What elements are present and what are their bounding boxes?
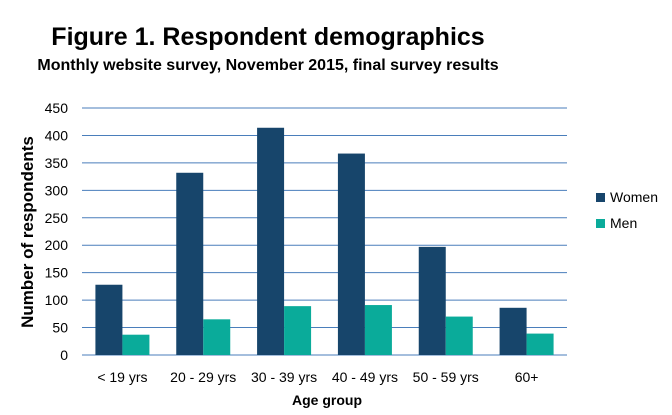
x-tick-label: 40 - 49 yrs bbox=[332, 369, 398, 385]
x-tick-label: < 19 yrs bbox=[97, 369, 147, 385]
y-tick-label: 400 bbox=[45, 127, 69, 143]
y-tick-label: 200 bbox=[45, 237, 69, 253]
bar-men-2 bbox=[284, 306, 312, 355]
legend-swatch-men bbox=[596, 219, 605, 228]
y-tick-label: 100 bbox=[45, 292, 69, 308]
legend: Women Men bbox=[596, 189, 658, 231]
bar-women-4 bbox=[418, 246, 446, 355]
y-tick-label: 350 bbox=[45, 155, 69, 171]
bar-women-2 bbox=[257, 127, 285, 355]
bar-men-3 bbox=[364, 305, 392, 355]
y-tick-label: 250 bbox=[45, 210, 69, 226]
y-tick-label: 150 bbox=[45, 265, 69, 281]
x-axis-ticks: < 19 yrs 20 - 29 yrs 30 - 39 yrs 40 - 49 yr… bbox=[97, 369, 538, 385]
y-tick-label: 450 bbox=[45, 100, 69, 116]
bar-women-5 bbox=[499, 307, 527, 355]
x-tick-label: 20 - 29 yrs bbox=[170, 369, 236, 385]
x-tick-label: 50 - 59 yrs bbox=[413, 369, 479, 385]
bar-men-0 bbox=[122, 334, 150, 355]
chart-subtitle: Monthly website survey, November 2015, f… bbox=[37, 57, 498, 74]
bar-men-4 bbox=[445, 316, 473, 355]
legend-swatch-women bbox=[596, 193, 605, 202]
bar-women-1 bbox=[176, 172, 204, 355]
bars bbox=[95, 127, 554, 355]
x-axis-title: Age group bbox=[292, 392, 362, 408]
y-tick-label: 0 bbox=[60, 347, 68, 363]
y-axis-ticks: 0 50 100 150 200 250 300 350 400 450 bbox=[45, 100, 69, 363]
gridlines bbox=[82, 107, 567, 356]
bar-men-1 bbox=[203, 319, 231, 355]
y-axis-title: Number of respondents bbox=[18, 136, 37, 328]
chart-title: Figure 1. Respondent demographics bbox=[51, 23, 484, 51]
bar-women-3 bbox=[337, 153, 365, 355]
bar-women-0 bbox=[95, 284, 123, 355]
legend-label-women: Women bbox=[610, 189, 658, 205]
legend-label-men: Men bbox=[610, 215, 637, 231]
y-tick-label: 300 bbox=[45, 182, 69, 198]
x-tick-label: 60+ bbox=[515, 369, 539, 385]
bar-men-5 bbox=[526, 333, 554, 355]
y-tick-label: 50 bbox=[52, 320, 68, 336]
x-tick-label: 30 - 39 yrs bbox=[251, 369, 317, 385]
